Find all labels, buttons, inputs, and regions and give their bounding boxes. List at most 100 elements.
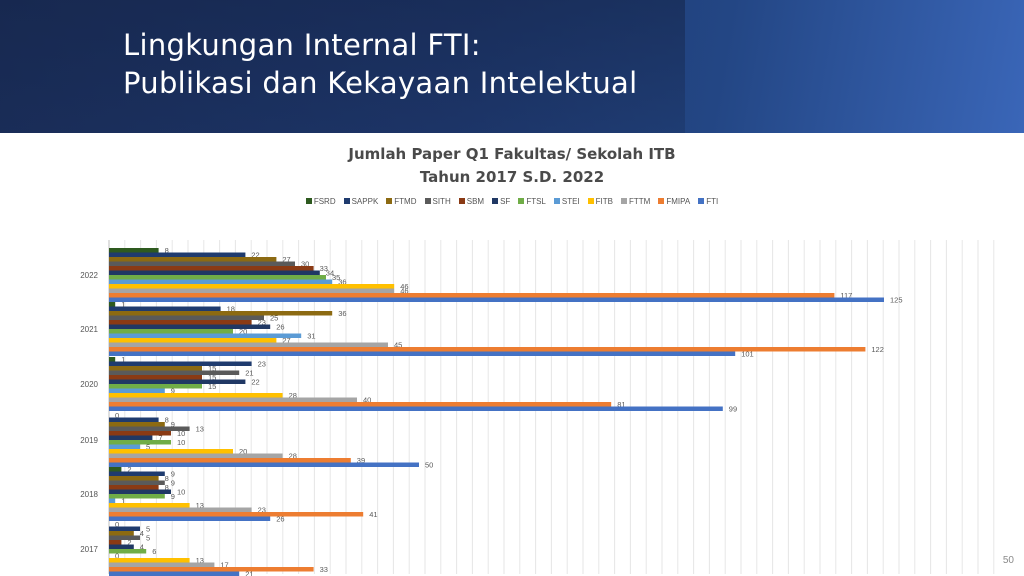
data-label: 8 [165, 416, 169, 425]
legend-swatch [553, 198, 560, 204]
data-label: 5 [146, 525, 150, 534]
bar [109, 320, 252, 325]
bar [109, 544, 134, 549]
legend-swatch [518, 198, 525, 204]
data-label: 30 [301, 260, 309, 269]
bar [109, 402, 612, 407]
bar [109, 338, 277, 343]
data-label: 34 [326, 269, 334, 278]
data-label: 9 [171, 420, 175, 429]
bar [109, 549, 147, 554]
data-label: 50 [425, 461, 433, 470]
y-tick-label: 2020 [80, 380, 98, 389]
bar [109, 379, 246, 384]
bar [109, 270, 320, 275]
legend-swatch [587, 198, 594, 204]
bar [109, 440, 171, 445]
data-label: 45 [394, 341, 402, 350]
legend-swatch [305, 198, 312, 204]
data-label: 6 [152, 547, 156, 556]
legend-label: FTTM [629, 197, 651, 206]
data-label: 25 [270, 314, 278, 323]
data-label: 125 [890, 296, 903, 305]
data-label: 8 [165, 246, 169, 255]
legend-label: FTI [706, 197, 719, 206]
bar [109, 444, 140, 449]
data-label: 7 [158, 434, 162, 443]
bar [109, 311, 333, 316]
bar [109, 498, 116, 503]
bar [109, 435, 153, 440]
bar [109, 406, 723, 411]
data-label: 33 [320, 264, 328, 273]
legend-label: FMIPA [666, 197, 691, 206]
data-label: 22 [251, 378, 259, 387]
bar [109, 333, 302, 338]
legend-item: SBM [458, 196, 485, 208]
data-label: 15 [208, 373, 216, 382]
legend-item: FTSL [518, 196, 546, 208]
slide-header: Lingkungan Internal FTI: Publikasi dan K… [0, 0, 1024, 133]
bar [109, 288, 395, 293]
data-label: 18 [227, 305, 235, 314]
data-label: 101 [741, 350, 754, 359]
legend-item: FTMD [386, 196, 417, 208]
y-tick-label: 2017 [80, 545, 98, 554]
data-label: 13 [196, 556, 204, 565]
data-label: 4 [140, 543, 144, 552]
bar [109, 279, 333, 284]
data-label: 5 [146, 534, 150, 543]
data-label: 1 [121, 497, 125, 506]
data-label: 15 [208, 382, 216, 391]
data-label: 13 [196, 425, 204, 434]
bar [109, 248, 159, 253]
bar [109, 257, 277, 262]
data-label: 20 [239, 447, 247, 456]
data-label: 20 [239, 327, 247, 336]
bar [109, 540, 122, 545]
chart-title-line1: Jumlah Paper Q1 Fakultas/ Sekolah ITB [348, 145, 676, 163]
data-label: 27 [282, 336, 290, 345]
bar [109, 284, 395, 289]
data-label: 39 [357, 456, 365, 465]
legend-label: SBM [466, 197, 485, 206]
data-label: 22 [251, 251, 259, 260]
legend-label: FSRD [313, 197, 336, 206]
bar [109, 357, 116, 362]
slide-title-line2: Publikasi dan Kekayaan Intelektual [123, 66, 638, 100]
legend-swatch [343, 198, 350, 204]
bar [109, 422, 165, 427]
bar [109, 458, 351, 463]
data-label: 99 [729, 405, 737, 414]
legend-item: FITB [587, 196, 613, 208]
bar [109, 370, 240, 375]
legend-swatch [621, 198, 627, 204]
slide-title-line1: Lingkungan Internal FTI: [123, 28, 481, 62]
data-label: 4 [140, 529, 144, 538]
bar [109, 366, 202, 371]
legend-label: SITH [432, 197, 451, 206]
data-label: 9 [171, 479, 175, 488]
legend-swatch [424, 198, 431, 204]
y-tick-label: 2021 [80, 325, 98, 334]
data-label: 21 [245, 369, 253, 378]
legend-label: FITB [595, 197, 613, 206]
bar [109, 266, 314, 271]
legend-item: SAPPK [343, 196, 378, 208]
data-label: 40 [363, 396, 371, 405]
data-label: 26 [276, 323, 284, 332]
bar [109, 426, 190, 431]
bar [109, 467, 122, 472]
legend-item: FTTM [621, 196, 650, 208]
bar [109, 302, 116, 307]
data-label: 0 [115, 552, 119, 561]
data-label: 28 [289, 452, 297, 461]
data-label: 1 [121, 300, 125, 309]
bar [109, 480, 165, 485]
legend-label: STEI [561, 197, 580, 206]
bar [109, 526, 140, 531]
bar [109, 516, 271, 521]
data-label: 23 [258, 318, 266, 327]
data-label: 10 [177, 438, 185, 447]
